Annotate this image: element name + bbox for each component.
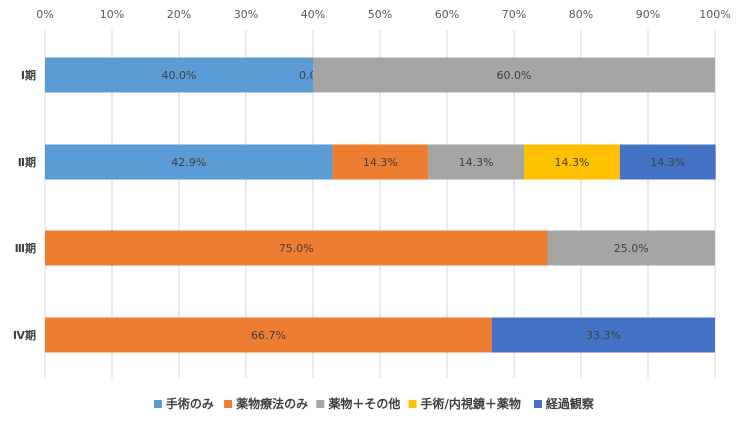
bar-segment bbox=[619, 144, 716, 180]
data-label: 33.3% bbox=[586, 329, 621, 342]
data-label: 14.3% bbox=[459, 156, 494, 169]
data-label: 40.0% bbox=[162, 69, 197, 82]
category-label: Ⅱ期 bbox=[18, 155, 36, 169]
legend-label: 手術のみ bbox=[166, 396, 214, 411]
x-axis: 0% 10% 20% 30% 40% 50% 60% 70% 80% 90% 100% bbox=[36, 8, 730, 21]
bar-segment bbox=[428, 144, 525, 180]
x-tick-label: 10% bbox=[100, 8, 124, 21]
legend-label: 薬物療法のみ bbox=[236, 396, 308, 411]
bar-segment bbox=[547, 230, 715, 266]
data-label: 75.0% bbox=[279, 242, 314, 255]
data-label: 14.3% bbox=[554, 156, 589, 169]
bar-segment bbox=[45, 144, 333, 180]
bar-segment bbox=[45, 57, 313, 93]
bar-segment bbox=[524, 144, 620, 180]
plot-area: 40.0%0.0%60.0%42.9%14.3%14.3%14.3%14.3%7… bbox=[45, 57, 716, 353]
bar-segment bbox=[45, 230, 548, 266]
legend-swatch bbox=[533, 400, 542, 408]
x-tick-label: 50% bbox=[368, 8, 392, 21]
category-label: Ⅳ期 bbox=[13, 328, 36, 342]
x-tick-label: 40% bbox=[301, 8, 325, 21]
legend-swatch bbox=[408, 400, 417, 408]
category-label: Ⅲ期 bbox=[15, 241, 36, 255]
bar-segment bbox=[332, 144, 429, 180]
legend-label: 経過観察 bbox=[546, 396, 595, 411]
data-label: 60.0% bbox=[497, 69, 532, 82]
data-label: 25.0% bbox=[614, 242, 649, 255]
x-tick-label: 100% bbox=[699, 8, 730, 21]
data-label: 14.3% bbox=[363, 156, 398, 169]
data-label: 66.7% bbox=[251, 329, 286, 342]
data-label: 42.9% bbox=[171, 156, 206, 169]
bar-segment bbox=[491, 317, 715, 353]
bar-segment bbox=[45, 317, 492, 353]
legend-swatch bbox=[224, 400, 233, 408]
x-tick-label: 90% bbox=[636, 8, 660, 21]
legend-swatch bbox=[316, 400, 325, 408]
x-tick-label: 30% bbox=[234, 8, 258, 21]
bar-segment bbox=[313, 57, 715, 93]
x-tick-label: 70% bbox=[502, 8, 526, 21]
y-axis: Ⅰ期 Ⅱ期 Ⅲ期 Ⅳ期 bbox=[13, 68, 36, 342]
legend-label: 薬物＋その他 bbox=[328, 396, 400, 411]
data-label: 14.3% bbox=[650, 156, 685, 169]
legend: 手術のみ 薬物療法のみ 薬物＋その他 手術/内視鏡＋薬物 経過観察 bbox=[153, 396, 595, 411]
x-tick-label: 0% bbox=[36, 8, 53, 21]
x-tick-label: 80% bbox=[569, 8, 593, 21]
legend-swatch bbox=[153, 400, 162, 408]
category-label: Ⅰ期 bbox=[21, 68, 36, 82]
legend-label: 手術/内視鏡＋薬物 bbox=[421, 396, 521, 411]
x-tick-label: 60% bbox=[435, 8, 459, 21]
x-tick-label: 20% bbox=[167, 8, 191, 21]
